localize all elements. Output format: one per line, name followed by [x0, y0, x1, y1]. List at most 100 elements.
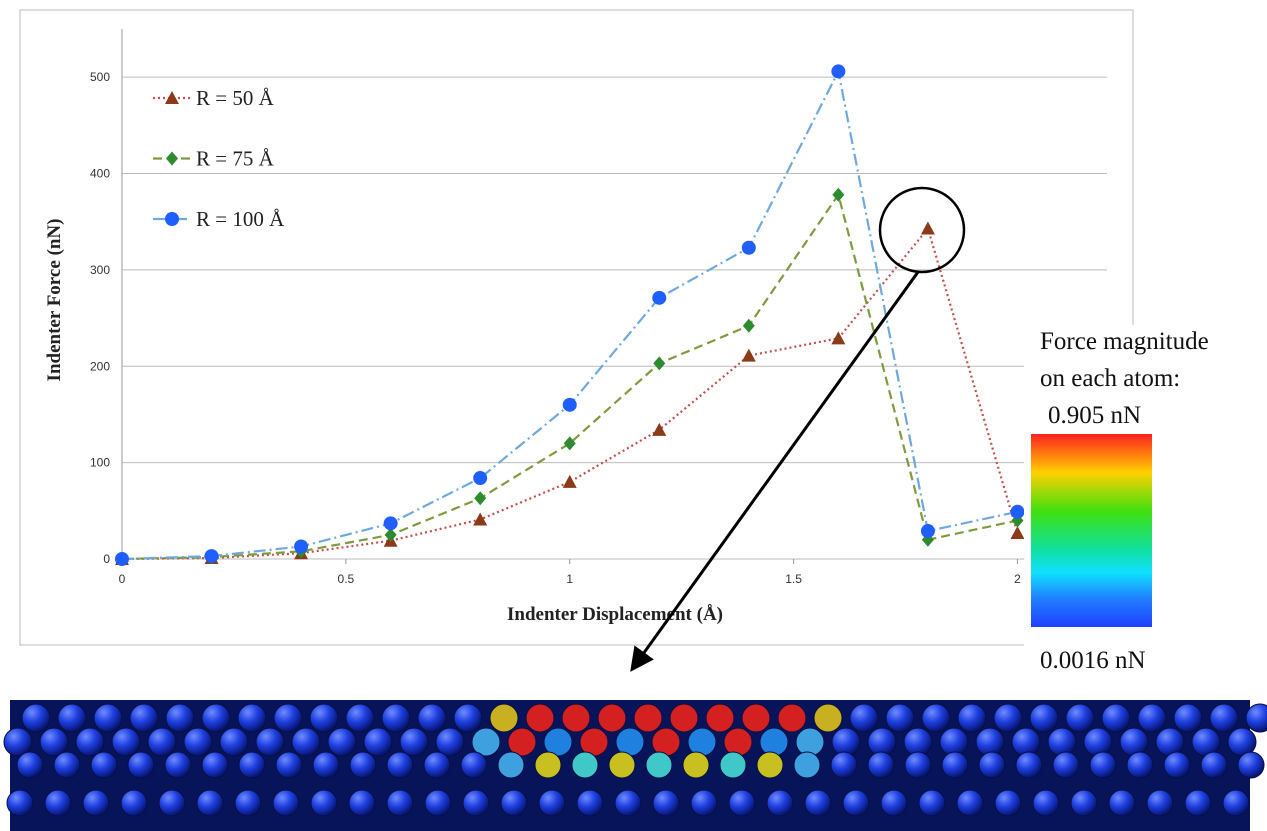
- atom: [1185, 790, 1211, 816]
- chart-frame: [20, 10, 1133, 645]
- marker: [205, 549, 219, 563]
- atom: [729, 790, 755, 816]
- atom: [400, 728, 428, 756]
- atom: [346, 704, 374, 732]
- atom: [311, 790, 337, 816]
- colorbar-title: on each atom:: [1040, 365, 1180, 392]
- atom: [850, 704, 878, 732]
- atom: [220, 728, 248, 756]
- atom: [1210, 704, 1238, 732]
- atom: [843, 790, 869, 816]
- y-tick-label: 100: [90, 456, 110, 470]
- legend-label: R = 100 Å: [196, 207, 285, 231]
- atom: [197, 790, 223, 816]
- marker: [115, 552, 129, 566]
- atom: [757, 752, 783, 778]
- atom: [653, 790, 679, 816]
- atom: [461, 752, 487, 778]
- atom: [995, 790, 1021, 816]
- atom: [54, 752, 80, 778]
- figure: 010020030040050000.511.52R = 50 ÅR = 75 …: [0, 0, 1267, 831]
- atom: [1147, 790, 1173, 816]
- atom: [387, 752, 413, 778]
- atom: [58, 704, 86, 732]
- atom: [463, 790, 489, 816]
- atom: [166, 704, 194, 732]
- x-tick-label: 1: [566, 572, 573, 586]
- atom: [83, 790, 109, 816]
- atom: [957, 790, 983, 816]
- atom: [1138, 704, 1166, 732]
- atom: [202, 752, 228, 778]
- atom: [202, 704, 230, 732]
- atom: [387, 790, 413, 816]
- atom: [94, 704, 122, 732]
- atom: [720, 752, 746, 778]
- atom: [814, 704, 842, 732]
- atom: [796, 728, 824, 756]
- atom: [1223, 790, 1249, 816]
- marker: [563, 398, 577, 412]
- atom: [1030, 704, 1058, 732]
- y-tick-label: 200: [90, 359, 110, 373]
- atom: [1102, 704, 1130, 732]
- atom: [1127, 752, 1153, 778]
- atom: [22, 704, 50, 732]
- atom: [238, 704, 266, 732]
- atom: [805, 790, 831, 816]
- marker: [831, 64, 845, 78]
- atom: [7, 790, 33, 816]
- atom: [979, 752, 1005, 778]
- atom: [1053, 752, 1079, 778]
- marker: [473, 471, 487, 485]
- atom: [349, 790, 375, 816]
- atom: [17, 752, 43, 778]
- marker: [652, 291, 666, 305]
- atom: [159, 790, 185, 816]
- atom: [1033, 790, 1059, 816]
- atom: [165, 752, 191, 778]
- atom: [526, 704, 554, 732]
- atom: [922, 704, 950, 732]
- atom: [91, 752, 117, 778]
- atom: [881, 790, 907, 816]
- y-tick-label: 300: [90, 263, 110, 277]
- colorbar-min: 0.0016 nN: [1040, 647, 1146, 674]
- marker: [384, 516, 398, 530]
- atom: [562, 704, 590, 732]
- atom: [292, 728, 320, 756]
- marker: [921, 524, 935, 538]
- atom: [1120, 728, 1148, 756]
- colorbar: [1031, 434, 1152, 627]
- atom: [1016, 752, 1042, 778]
- atom: [886, 704, 914, 732]
- atom: [112, 728, 140, 756]
- atom: [498, 752, 524, 778]
- x-tick-label: 0.5: [338, 572, 355, 586]
- atom: [313, 752, 339, 778]
- atom: [868, 752, 894, 778]
- atom: [691, 790, 717, 816]
- atom: [1012, 728, 1040, 756]
- x-tick-label: 1.5: [785, 572, 802, 586]
- atom: [184, 728, 212, 756]
- marker: [165, 212, 179, 226]
- atom: [328, 728, 356, 756]
- legend-label: R = 75 Å: [196, 147, 275, 171]
- atom: [76, 728, 104, 756]
- atom-image: [4, 700, 1267, 831]
- y-tick-label: 400: [90, 167, 110, 181]
- atom: [276, 752, 302, 778]
- atom: [130, 704, 158, 732]
- atom: [1048, 728, 1076, 756]
- atom: [572, 752, 598, 778]
- atom: [598, 704, 626, 732]
- atom: [418, 704, 446, 732]
- x-tick-label: 2: [1014, 572, 1021, 586]
- x-tick-label: 0: [119, 572, 126, 586]
- atom: [310, 704, 338, 732]
- atom: [760, 728, 788, 756]
- atom: [1238, 752, 1264, 778]
- colorbar-max: 0.905 nN: [1048, 402, 1141, 429]
- atom: [121, 790, 147, 816]
